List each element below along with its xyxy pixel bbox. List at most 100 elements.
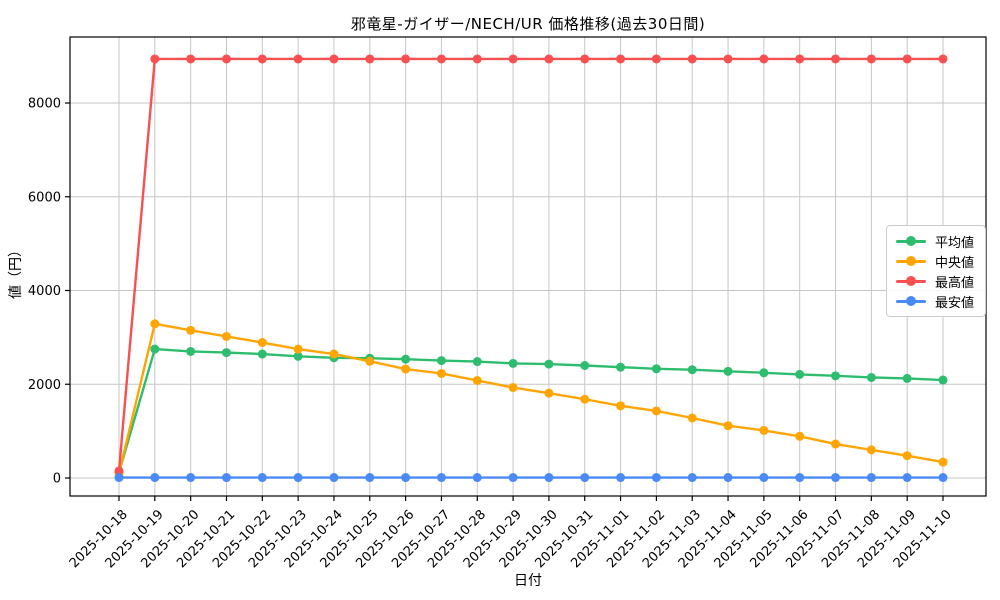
data-point-highest <box>687 54 697 64</box>
axis-tick-marks <box>65 102 944 501</box>
data-point-highest <box>257 54 267 64</box>
data-point-median <box>723 421 733 431</box>
y-tick-label: 2000 <box>28 378 61 393</box>
data-point-lowest <box>221 473 231 483</box>
data-point-median <box>866 445 876 455</box>
lowest-line-marker <box>896 296 926 306</box>
data-point-average <box>221 348 231 358</box>
data-point-highest <box>329 54 339 64</box>
data-point-median <box>616 401 626 411</box>
data-point-lowest <box>114 473 124 483</box>
data-point-median <box>902 451 912 461</box>
y-tick-label: 0 <box>53 472 61 487</box>
data-point-highest <box>616 54 626 64</box>
data-point-lowest <box>687 473 697 483</box>
data-point-lowest <box>472 473 482 483</box>
y-tick-label: 8000 <box>28 97 61 112</box>
legend-item-average: 平均値 <box>896 234 975 251</box>
data-point-average <box>293 351 303 361</box>
data-point-highest <box>508 54 518 64</box>
data-point-highest <box>544 54 554 64</box>
data-point-average <box>866 372 876 382</box>
data-point-lowest <box>831 473 841 483</box>
data-point-median <box>544 388 554 398</box>
data-point-highest <box>401 54 411 64</box>
data-point-average <box>186 346 196 356</box>
data-point-lowest <box>150 473 160 483</box>
y-tick-label: 6000 <box>28 190 61 205</box>
data-point-highest <box>365 54 375 64</box>
highest-line-marker <box>896 276 926 286</box>
data-point-highest <box>293 54 303 64</box>
data-point-lowest <box>436 473 446 483</box>
data-point-average <box>257 349 267 359</box>
data-point-median <box>293 344 303 354</box>
data-point-median <box>938 457 948 467</box>
data-point-median <box>257 338 267 348</box>
data-point-median <box>401 364 411 374</box>
data-point-lowest <box>329 473 339 483</box>
data-point-average <box>616 362 626 372</box>
data-point-highest <box>831 54 841 64</box>
data-point-average <box>580 361 590 370</box>
x-axis-label: 日付 <box>514 573 542 589</box>
data-point-highest <box>902 54 912 64</box>
data-point-average <box>723 366 733 376</box>
data-point-highest <box>651 54 661 64</box>
data-point-average <box>401 354 411 364</box>
data-point-average <box>508 358 518 368</box>
data-point-lowest <box>938 473 948 483</box>
data-point-highest <box>866 54 876 64</box>
series-average <box>114 344 948 477</box>
legend-item-lowest: 最安値 <box>896 294 975 311</box>
legend-item-median: 中央値 <box>896 254 975 271</box>
series-median <box>114 319 948 478</box>
data-point-highest <box>186 54 196 64</box>
data-point-lowest <box>902 473 912 483</box>
data-point-average <box>436 356 446 366</box>
data-point-lowest <box>651 473 661 483</box>
data-point-lowest <box>759 473 769 483</box>
data-point-lowest <box>257 473 267 483</box>
average-line-marker <box>896 236 926 246</box>
data-point-lowest <box>795 473 805 483</box>
legend-label-median: 中央値 <box>935 255 975 271</box>
data-point-average <box>150 344 160 354</box>
data-point-lowest <box>508 473 518 483</box>
data-point-average <box>687 365 697 375</box>
series-highest <box>114 54 948 476</box>
legend-label-highest: 最高値 <box>935 275 975 291</box>
data-point-lowest <box>186 473 196 483</box>
data-point-median <box>472 376 482 385</box>
data-point-average <box>544 359 554 369</box>
data-point-average <box>902 373 912 383</box>
tick-labels: 020004000600080002025-10-182025-10-19202… <box>28 97 955 572</box>
data-point-average <box>472 357 482 367</box>
data-point-median <box>365 356 375 366</box>
data-point-highest <box>759 54 769 64</box>
data-point-lowest <box>580 473 590 483</box>
data-point-lowest <box>401 473 411 483</box>
data-point-lowest <box>616 473 626 483</box>
series-lowest <box>114 473 948 483</box>
data-point-highest <box>114 466 124 476</box>
plot-border <box>69 36 987 497</box>
legend-label-average: 平均値 <box>935 235 975 251</box>
data-point-highest <box>580 54 590 64</box>
lowest-dot-icon <box>906 296 916 306</box>
y-tick-label: 4000 <box>28 284 61 299</box>
data-point-median <box>759 425 769 435</box>
data-point-median <box>651 406 661 416</box>
chart-title: 邪竜星-ガイザー/NECH/UR 価格推移(過去30日間) <box>350 15 706 33</box>
data-point-average <box>831 371 841 381</box>
highest-dot-icon <box>906 276 916 286</box>
data-point-highest <box>795 54 805 64</box>
data-point-average <box>759 368 769 378</box>
data-point-highest <box>723 54 733 64</box>
data-point-highest <box>150 54 160 64</box>
legend: 平均値 中央値 最高値 最安値 <box>886 225 987 317</box>
data-point-median <box>580 394 590 404</box>
legend-label-lowest: 最安値 <box>935 295 975 311</box>
data-point-lowest <box>866 473 876 483</box>
